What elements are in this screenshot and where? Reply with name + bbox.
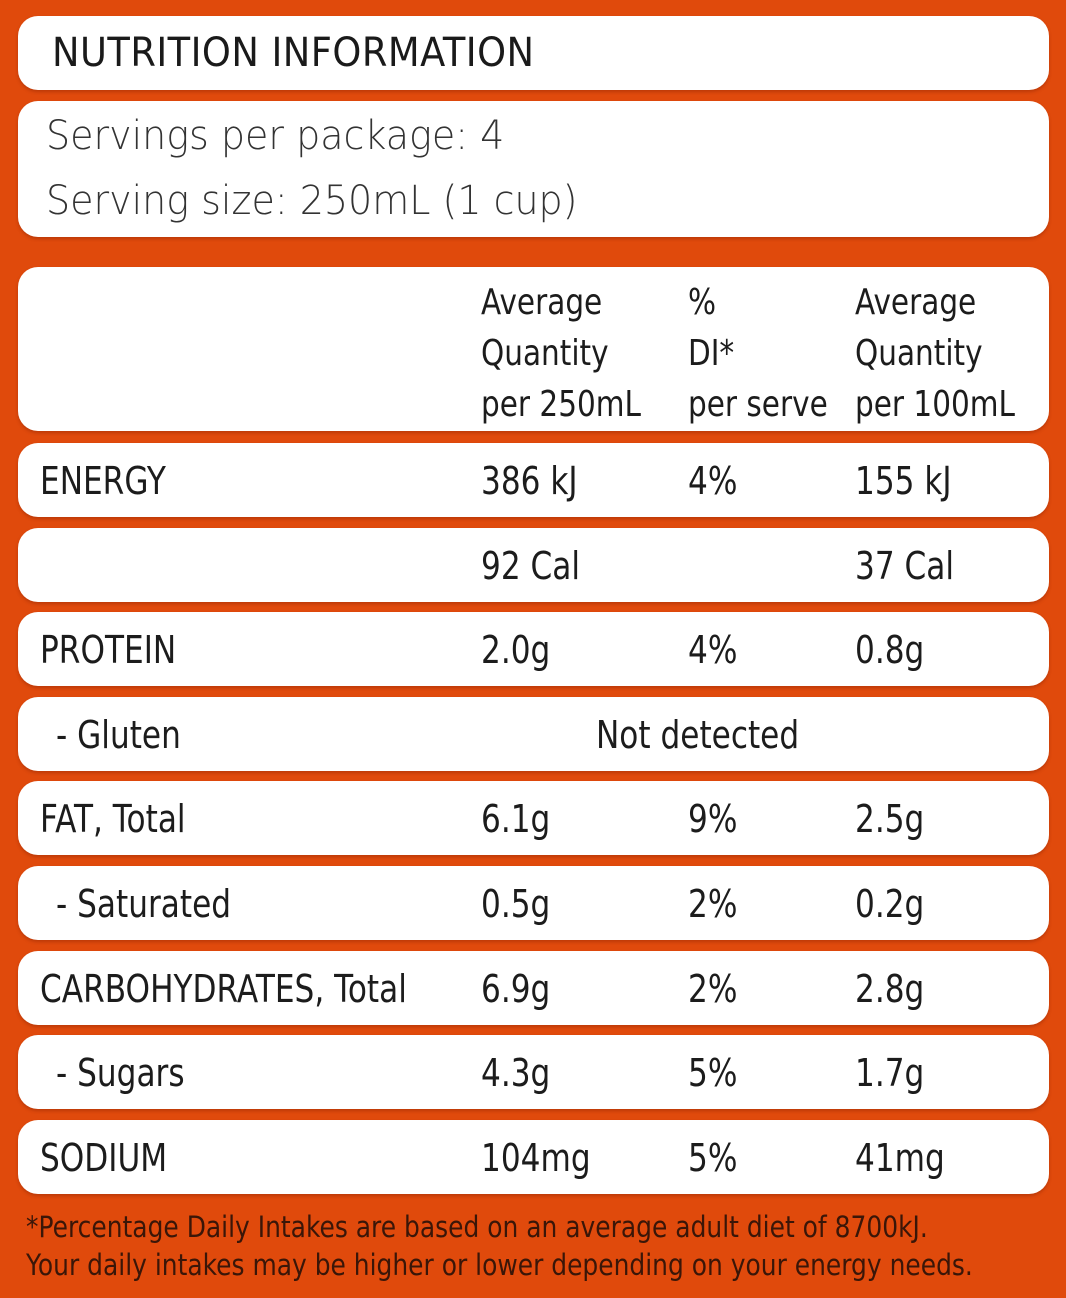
quantity-per-100ml: 0.2g [855, 882, 925, 926]
table-row-carbohydrates: CARBOHYDRATES, Total 6.9g 2% 2.8g [18, 951, 1049, 1025]
quantity-per-100ml: 1.7g [855, 1051, 925, 1095]
servings-card: Servings per package: 4 Serving size: 25… [18, 101, 1049, 237]
quantity-per-100ml: 2.5g [855, 797, 925, 841]
daily-intake-percent: 2% [688, 967, 738, 1011]
servings-per-package: Servings per package: 4 [46, 113, 505, 159]
nutrient-name: - Saturated [56, 882, 232, 926]
column-header-di: % DI* per serve [688, 277, 828, 430]
quantity-per-100ml: 2.8g [855, 967, 925, 1011]
daily-intake-percent: 4% [688, 459, 738, 503]
title-card: NUTRITION INFORMATION [18, 16, 1049, 90]
daily-intake-percent: 9% [688, 797, 738, 841]
quantity-per-serve: 4.3g [481, 1051, 551, 1095]
daily-intake-percent: 5% [688, 1051, 738, 1095]
header-line: Average [855, 282, 977, 323]
nutrient-name: FAT, Total [40, 797, 186, 841]
table-row-sodium: SODIUM 104mg 5% 41mg [18, 1120, 1049, 1194]
header-line: Quantity [481, 333, 609, 374]
quantity-per-serve: 6.1g [481, 797, 551, 841]
table-row-energy: ENERGY 386 kJ 4% 155 kJ [18, 443, 1049, 517]
daily-intake-percent: 2% [688, 882, 738, 926]
quantity-per-serve: 104mg [481, 1136, 591, 1180]
quantity-per-serve: 386 kJ [481, 459, 578, 503]
quantity-per-100ml: 0.8g [855, 628, 925, 672]
gluten-value: Not detected [596, 713, 800, 757]
nutrient-name: PROTEIN [40, 628, 177, 672]
table-row-energy-cal: 92 Cal 37 Cal [18, 528, 1049, 602]
header-line: Average [481, 282, 603, 323]
column-header-per-100ml: Average Quantity per 100mL [855, 277, 1015, 430]
serving-size: Serving size: 250mL (1 cup) [46, 178, 578, 224]
footnote-line: Your daily intakes may be higher or lowe… [26, 1248, 973, 1282]
table-row-protein: PROTEIN 2.0g 4% 0.8g [18, 612, 1049, 686]
daily-intake-percent: 5% [688, 1136, 738, 1180]
header-line: DI* [688, 333, 735, 374]
page-title: NUTRITION INFORMATION [52, 30, 535, 76]
footnote-line: *Percentage Daily Intakes are based on a… [26, 1210, 928, 1244]
table-row-saturated: - Saturated 0.5g 2% 0.2g [18, 866, 1049, 940]
quantity-per-100ml: 155 kJ [855, 459, 952, 503]
nutrient-name: - Gluten [56, 713, 181, 757]
header-line: % [688, 282, 717, 323]
nutrient-name: SODIUM [40, 1136, 168, 1180]
table-row-fat-total: FAT, Total 6.1g 9% 2.5g [18, 781, 1049, 855]
daily-intake-percent: 4% [688, 628, 738, 672]
quantity-per-serve: 2.0g [481, 628, 551, 672]
quantity-per-100ml: 37 Cal [855, 544, 955, 588]
quantity-per-serve: 6.9g [481, 967, 551, 1011]
header-line: per serve [688, 384, 828, 425]
table-row-gluten: - Gluten Not detected [18, 697, 1049, 771]
nutrient-name: - Sugars [56, 1051, 185, 1095]
quantity-per-serve: 92 Cal [481, 544, 581, 588]
column-header-card: Average Quantity per 250mL % DI* per ser… [18, 267, 1049, 431]
quantity-per-serve: 0.5g [481, 882, 551, 926]
header-line: per 100mL [855, 384, 1015, 425]
nutrient-name: CARBOHYDRATES, Total [40, 967, 407, 1011]
header-line: per 250mL [481, 384, 641, 425]
table-row-sugars: - Sugars 4.3g 5% 1.7g [18, 1035, 1049, 1109]
nutrient-name: ENERGY [40, 459, 166, 503]
footnote: *Percentage Daily Intakes are based on a… [26, 1208, 973, 1284]
column-header-per-250ml: Average Quantity per 250mL [481, 277, 641, 430]
header-line: Quantity [855, 333, 983, 374]
quantity-per-100ml: 41mg [855, 1136, 945, 1180]
